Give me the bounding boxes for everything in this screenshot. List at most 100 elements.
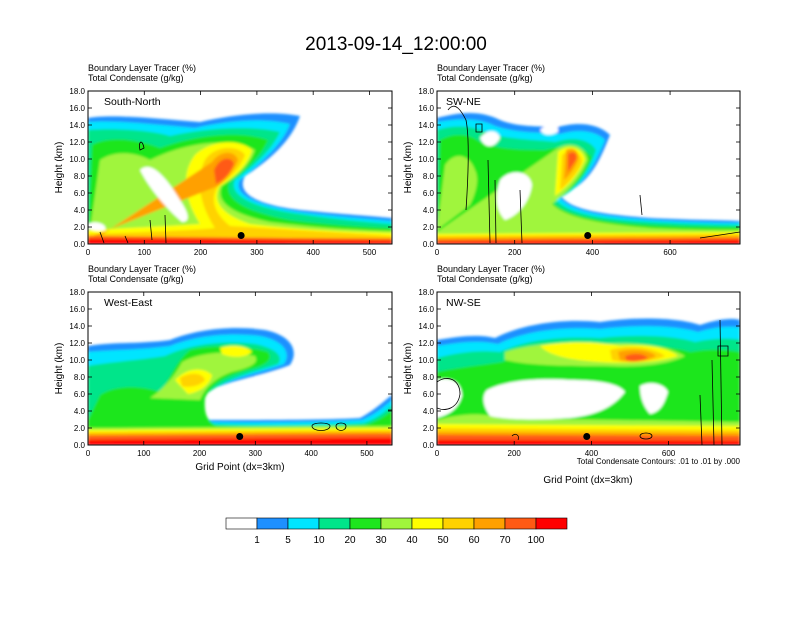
- y-tick-label: 4.0: [423, 407, 435, 416]
- y-tick-label: 4.0: [423, 206, 435, 215]
- y-tick-label: 12.0: [69, 138, 85, 147]
- y-tick-label: 4.0: [74, 206, 86, 215]
- colorbar-swatch: [225, 517, 258, 530]
- figure-title: 2013-09-14_12:00:00: [305, 34, 487, 55]
- colorbar-label: 60: [468, 535, 480, 546]
- y-tick-label: 18.0: [69, 288, 85, 297]
- tracer-gap-1: [496, 172, 532, 220]
- tracer-field: [437, 318, 740, 445]
- y-tick-label: 2.0: [423, 424, 435, 433]
- y-tick-label: 18.0: [69, 87, 85, 96]
- tracer-gap-1: [140, 166, 188, 222]
- y-tick-label: 8.0: [423, 172, 435, 181]
- colorbar-label: 40: [406, 535, 418, 546]
- x-tick-label: 300: [250, 248, 264, 257]
- x-axis-label: Grid Point (dx=3km): [195, 462, 284, 473]
- y-tick-label: 14.0: [69, 322, 85, 331]
- y-tick-label: 2.0: [74, 424, 86, 433]
- panel-title: South-North: [104, 96, 161, 108]
- plot-frame: [87, 291, 393, 446]
- tracer-gap-2: [437, 378, 462, 418]
- x-tick-label: 600: [663, 248, 677, 257]
- y-axis: 0.0 2.0 4.0 6.0 8.0 10.0 12.0 14.0 16.0 18.0: [69, 87, 392, 249]
- y-tick-label: 0.0: [74, 441, 86, 450]
- colorbar-label: 50: [437, 535, 449, 546]
- contour-note: Total Condensate Contours: .01 to .01 by…: [577, 457, 741, 466]
- plot-frame: [436, 291, 741, 446]
- y-tick-label: 0.0: [423, 441, 435, 450]
- y-tick-label: 12.0: [418, 138, 434, 147]
- x-axis-label: Grid Point (dx=3km): [543, 475, 632, 486]
- tracer-band-30: [88, 142, 392, 244]
- y-tick-label: 6.0: [423, 189, 435, 198]
- y-tick-label: 10.0: [69, 356, 85, 365]
- panel-header-tracer: Boundary Layer Tracer (%): [88, 264, 196, 274]
- colorbar-swatch: [287, 517, 320, 530]
- colorbar-label: 30: [375, 535, 387, 546]
- y-axis: 0.0 2.0 4.0 6.0 8.0 10.0 12.0 14.0 16.0 18.0: [418, 288, 740, 450]
- location-marker: [237, 232, 245, 239]
- colorbar-label: 20: [344, 535, 356, 546]
- tracer-band-100: [88, 239, 392, 244]
- y-tick-label: 8.0: [423, 373, 435, 382]
- panel-nw-se: Boundary Layer Tracer (%) Total Condensa…: [403, 264, 741, 486]
- location-marker: [583, 433, 591, 440]
- colorbar-swatch: [349, 517, 382, 530]
- y-tick-label: 0.0: [74, 240, 86, 249]
- tracer-band-20: [88, 346, 392, 445]
- y-tick-label: 18.0: [418, 87, 434, 96]
- y-tick-label: 16.0: [69, 104, 85, 113]
- tracer-band-30: [437, 342, 740, 445]
- condensate-contour: [311, 409, 392, 431]
- tracer-band-70: [437, 353, 740, 445]
- y-axis-label: Height (km): [403, 142, 414, 194]
- colorbar-swatch: [504, 517, 537, 530]
- y-axis-label: Height (km): [54, 343, 65, 395]
- y-axis-label: Height (km): [403, 343, 414, 395]
- condensate-contour: [447, 105, 740, 244]
- condensate-contour: [99, 141, 167, 244]
- colorbar-swatch: [256, 517, 289, 530]
- panel-title: SW-NE: [446, 96, 481, 108]
- panel-title: West-East: [104, 297, 152, 309]
- condensate-contour: [437, 319, 729, 445]
- tracer-gap-3: [540, 124, 559, 135]
- x-tick-label: 200: [194, 248, 208, 257]
- colorbar-swatch: [411, 517, 444, 530]
- tracer-field: [88, 328, 392, 445]
- tracer-band-50: [437, 151, 740, 244]
- tracer-band-100: [88, 438, 392, 445]
- tracer-band-30: [437, 145, 740, 244]
- y-tick-label: 2.0: [74, 223, 86, 232]
- colorbar-swatch: [535, 517, 568, 530]
- colorbar-label: 1: [254, 535, 260, 546]
- tracer-gap-2: [88, 222, 106, 231]
- panel-header-tracer: Boundary Layer Tracer (%): [437, 63, 545, 73]
- x-tick-label: 400: [304, 449, 318, 458]
- panel-header-condensate: Total Condensate (g/kg): [437, 274, 533, 284]
- x-axis: 0 200 400 600: [435, 91, 677, 257]
- tracer-band-50: [88, 148, 392, 244]
- y-tick-label: 2.0: [423, 223, 435, 232]
- y-tick-label: 16.0: [418, 104, 434, 113]
- y-tick-label: 16.0: [69, 305, 85, 314]
- y-tick-label: 14.0: [418, 121, 434, 130]
- y-tick-label: 14.0: [418, 322, 434, 331]
- colorbar: 1 5 10 20 30 40 50 60 70 100: [225, 517, 568, 546]
- y-tick-label: 4.0: [74, 407, 86, 416]
- colorbar-label: 5: [285, 535, 291, 546]
- y-axis-label: Height (km): [54, 142, 65, 194]
- y-tick-label: 12.0: [418, 339, 434, 348]
- x-tick-label: 400: [307, 248, 321, 257]
- panel-sw-ne: Boundary Layer Tracer (%) Total Condensa…: [403, 63, 741, 257]
- y-tick-label: 16.0: [418, 305, 434, 314]
- y-tick-label: 6.0: [74, 390, 86, 399]
- panel-header-tracer: Boundary Layer Tracer (%): [437, 264, 545, 274]
- x-tick-label: 100: [137, 449, 151, 458]
- y-tick-label: 8.0: [74, 172, 86, 181]
- x-tick-label: 100: [138, 248, 152, 257]
- colorbar-swatch: [473, 517, 506, 530]
- location-marker: [584, 232, 592, 239]
- panel-header-tracer: Boundary Layer Tracer (%): [88, 63, 196, 73]
- y-tick-label: 14.0: [69, 121, 85, 130]
